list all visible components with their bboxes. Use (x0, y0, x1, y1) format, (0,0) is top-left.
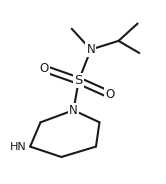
Text: O: O (39, 62, 49, 75)
Text: HN: HN (10, 141, 27, 152)
Text: O: O (105, 88, 115, 101)
Text: N: N (69, 104, 78, 117)
Text: S: S (75, 74, 83, 87)
Text: N: N (86, 43, 95, 56)
